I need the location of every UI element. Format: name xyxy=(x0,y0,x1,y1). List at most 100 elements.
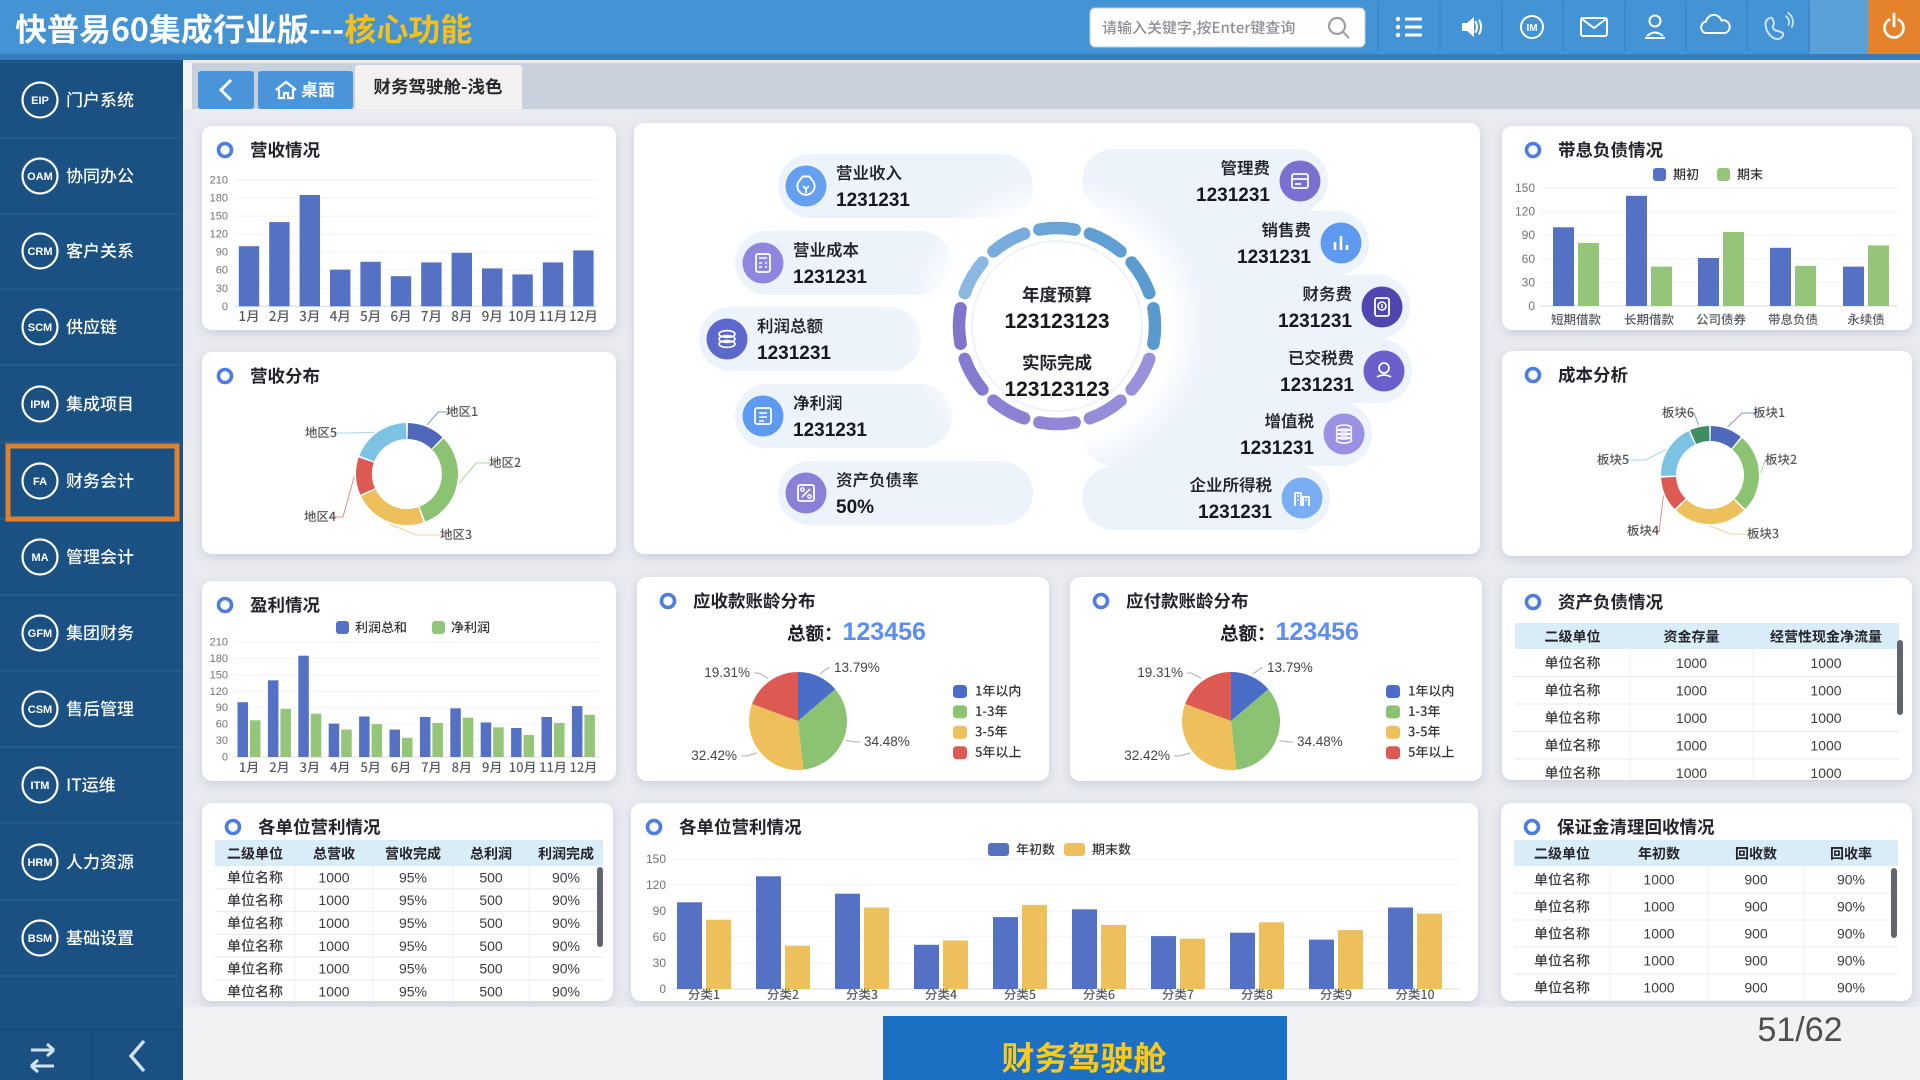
svg-text:32.42%: 32.42% xyxy=(691,748,737,763)
svg-text:90%: 90% xyxy=(552,961,580,977)
svg-text:34.48%: 34.48% xyxy=(1297,734,1343,749)
svg-text:1000: 1000 xyxy=(1676,682,1707,698)
svg-text:150: 150 xyxy=(646,852,666,866)
svg-text:FA: FA xyxy=(33,476,47,488)
svg-text:1231231: 1231231 xyxy=(1198,502,1272,523)
svg-text:120: 120 xyxy=(1515,205,1535,219)
svg-text:90%: 90% xyxy=(1837,872,1865,888)
svg-text:95%: 95% xyxy=(399,983,427,999)
svg-text:1000: 1000 xyxy=(1643,926,1674,942)
svg-text:1000: 1000 xyxy=(1676,655,1707,671)
svg-text:IPM: IPM xyxy=(30,399,50,411)
svg-text:500: 500 xyxy=(479,915,503,931)
svg-text:500: 500 xyxy=(479,961,503,977)
svg-text:0: 0 xyxy=(1528,299,1535,313)
svg-text:120: 120 xyxy=(210,229,228,241)
svg-text:900: 900 xyxy=(1744,980,1768,996)
svg-text:1231231: 1231231 xyxy=(1196,185,1270,206)
svg-text:60: 60 xyxy=(1522,252,1536,266)
svg-text:60: 60 xyxy=(216,719,228,731)
svg-text:HRM: HRM xyxy=(27,857,52,869)
svg-text:GFM: GFM xyxy=(28,628,52,640)
svg-text:95%: 95% xyxy=(399,915,427,931)
svg-text:1000: 1000 xyxy=(318,869,349,885)
svg-text:90%: 90% xyxy=(552,938,580,954)
svg-text:120: 120 xyxy=(646,878,666,892)
svg-text:60: 60 xyxy=(216,265,228,277)
svg-text:1000: 1000 xyxy=(318,961,349,977)
svg-text:1231231: 1231231 xyxy=(793,420,867,441)
svg-text:500: 500 xyxy=(479,983,503,999)
svg-text:0: 0 xyxy=(222,301,228,313)
svg-text:1000: 1000 xyxy=(1643,872,1674,888)
svg-text:900: 900 xyxy=(1744,899,1768,915)
svg-text:150: 150 xyxy=(1515,181,1535,195)
svg-text:1000: 1000 xyxy=(1810,710,1841,726)
svg-text:500: 500 xyxy=(479,892,503,908)
svg-text:13.79%: 13.79% xyxy=(834,660,880,675)
svg-text:1231231: 1231231 xyxy=(1237,247,1311,268)
svg-text:SCM: SCM xyxy=(28,322,52,334)
svg-text:90%: 90% xyxy=(552,915,580,931)
svg-text:210: 210 xyxy=(210,637,228,649)
svg-text:OAM: OAM xyxy=(27,171,53,183)
svg-text:1000: 1000 xyxy=(1810,682,1841,698)
svg-text:1000: 1000 xyxy=(1810,655,1841,671)
svg-text:95%: 95% xyxy=(399,938,427,954)
svg-text:90%: 90% xyxy=(1837,980,1865,996)
svg-text:1231231: 1231231 xyxy=(836,190,910,211)
svg-text:123123123: 123123123 xyxy=(1004,378,1109,401)
svg-text:CRM: CRM xyxy=(27,246,52,258)
svg-text:500: 500 xyxy=(479,938,503,954)
svg-text:90%: 90% xyxy=(1837,953,1865,969)
svg-text:120: 120 xyxy=(210,686,228,698)
svg-text:1231231: 1231231 xyxy=(1280,375,1354,396)
svg-text:1000: 1000 xyxy=(318,983,349,999)
svg-text:900: 900 xyxy=(1744,953,1768,969)
svg-text:500: 500 xyxy=(479,869,503,885)
svg-text:1000: 1000 xyxy=(318,915,349,931)
svg-text:150: 150 xyxy=(210,669,228,681)
svg-text:210: 210 xyxy=(210,175,228,187)
svg-text:IM: IM xyxy=(1526,23,1537,34)
svg-text:90: 90 xyxy=(653,904,667,918)
svg-text:123456: 123456 xyxy=(843,618,926,646)
svg-text:1231231: 1231231 xyxy=(1240,438,1314,459)
svg-text:1231231: 1231231 xyxy=(757,343,831,364)
svg-text:90: 90 xyxy=(216,702,228,714)
svg-text:30: 30 xyxy=(653,956,667,970)
svg-text:0: 0 xyxy=(659,982,666,996)
svg-text:BSM: BSM xyxy=(28,933,52,945)
svg-text:1000: 1000 xyxy=(1643,953,1674,969)
svg-text:32.42%: 32.42% xyxy=(1124,748,1170,763)
svg-text:90%: 90% xyxy=(552,983,580,999)
svg-text:900: 900 xyxy=(1744,872,1768,888)
svg-text:90: 90 xyxy=(1522,228,1536,242)
svg-text:51/62: 51/62 xyxy=(1757,1011,1842,1049)
svg-text:1231231: 1231231 xyxy=(793,267,867,288)
svg-text:123456: 123456 xyxy=(1276,618,1359,646)
svg-text:95%: 95% xyxy=(399,869,427,885)
svg-text:1231231: 1231231 xyxy=(1278,311,1352,332)
svg-text:90%: 90% xyxy=(1837,899,1865,915)
svg-text:30: 30 xyxy=(216,283,228,295)
svg-text:90%: 90% xyxy=(552,869,580,885)
svg-text:90%: 90% xyxy=(1837,926,1865,942)
svg-text:900: 900 xyxy=(1744,926,1768,942)
svg-text:60: 60 xyxy=(653,930,667,944)
svg-text:90%: 90% xyxy=(552,892,580,908)
svg-text:90: 90 xyxy=(216,247,228,259)
svg-text:30: 30 xyxy=(1522,275,1536,289)
svg-text:1000: 1000 xyxy=(318,892,349,908)
svg-text:1000: 1000 xyxy=(1676,710,1707,726)
svg-text:13.79%: 13.79% xyxy=(1267,660,1313,675)
svg-text:ITM: ITM xyxy=(31,780,50,792)
svg-text:1000: 1000 xyxy=(1810,737,1841,753)
svg-text:1000: 1000 xyxy=(1676,737,1707,753)
svg-text:123123123: 123123123 xyxy=(1004,310,1109,333)
svg-text:180: 180 xyxy=(210,653,228,665)
svg-text:1000: 1000 xyxy=(1643,980,1674,996)
svg-text:19.31%: 19.31% xyxy=(1137,665,1183,680)
svg-text:1000: 1000 xyxy=(1643,899,1674,915)
svg-text:1000: 1000 xyxy=(318,938,349,954)
